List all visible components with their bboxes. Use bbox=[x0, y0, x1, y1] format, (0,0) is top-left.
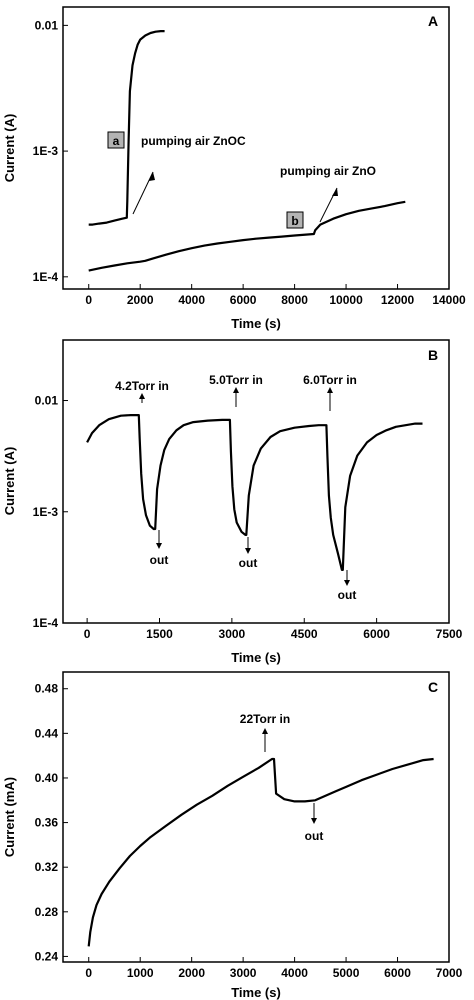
panel-b-frame bbox=[62, 339, 450, 624]
panel-b-x-tick-label: 1500 bbox=[146, 627, 173, 641]
panel-a-x-tick-label: 4000 bbox=[178, 293, 205, 307]
panel-c-x-tick-label: 3000 bbox=[230, 966, 257, 980]
panel-b-y-tick-label: 1E-3 bbox=[33, 505, 59, 519]
panel-c-annotation-22torr-in: 22Torr in bbox=[240, 712, 290, 726]
panel-a-box-a bbox=[107, 131, 125, 149]
panel-c-x-tick-label: 2000 bbox=[178, 966, 205, 980]
panel-c-y-axis-title: Current (mA) bbox=[2, 777, 17, 857]
panel-b-y-tick-label: 0.01 bbox=[35, 394, 59, 408]
panel-b-annotation-6-0torr-in: 6.0Torr in bbox=[303, 373, 357, 387]
panel-b-annotation-out-3: out bbox=[338, 588, 357, 602]
panel-a-arrowhead-a bbox=[149, 172, 155, 181]
panel-b: B Current (A) Time (s) 0 1500 3000 4500 6000… bbox=[2, 339, 463, 665]
panel-b-annotation-out-2: out bbox=[239, 556, 258, 570]
panel-b-x-tick-label: 3000 bbox=[219, 627, 246, 641]
panel-b-axes: 0 1500 3000 4500 6000 7500 1E-4 1E-3 0.01 bbox=[33, 394, 463, 641]
panel-a-arrowhead-b bbox=[332, 188, 338, 196]
panel-c-y-tick-label: 0.48 bbox=[35, 682, 59, 696]
panel-a-x-tick-label: 0 bbox=[85, 293, 92, 307]
panel-a-box-b bbox=[286, 211, 304, 229]
panel-a-annotation-zno-c: pumping air ZnOC bbox=[141, 134, 246, 148]
panel-b-arrowhead-in-3 bbox=[327, 387, 333, 393]
panel-c-frame bbox=[62, 671, 450, 963]
panel-b-x-tick-label: 6000 bbox=[363, 627, 390, 641]
panel-b-x-tick-label: 4500 bbox=[291, 627, 318, 641]
panel-b-annotation-4-2torr-in: 4.2Torr in bbox=[115, 379, 169, 393]
panel-b-annotation-5-0torr-in: 5.0Torr in bbox=[209, 373, 263, 387]
panel-a-axes: 0 2000 4000 6000 8000 10000 12000 14000 1E-4 1E-3… bbox=[33, 18, 466, 307]
panel-a-y-tick-label: 0.01 bbox=[35, 18, 59, 32]
panel-a-x-tick-label: 8000 bbox=[281, 293, 308, 307]
panel-a-series bbox=[88, 30, 406, 272]
panel-b-arrowhead-out-2 bbox=[245, 548, 251, 554]
panel-b-y-axis-title: Current (A) bbox=[2, 447, 17, 516]
panel-a-box-a-label: a bbox=[113, 134, 120, 148]
panel-c-axes: 0 1000 2000 3000 4000 5000 6000 7000 0.24 0.28 0.3… bbox=[35, 682, 463, 980]
panel-c-x-tick-label: 4000 bbox=[281, 966, 308, 980]
panel-c-series-line-1 bbox=[87, 757, 434, 947]
panel-b-x-tick-label: 0 bbox=[84, 627, 91, 641]
panel-a-x-tick-label: 6000 bbox=[230, 293, 257, 307]
panel-a-y-tick-label: 1E-4 bbox=[33, 270, 59, 284]
panel-a-x-axis-title: Time (s) bbox=[231, 316, 281, 331]
panel-b-annotation-out-1: out bbox=[150, 553, 169, 567]
panel-b-arrowhead-in-2 bbox=[233, 387, 239, 393]
panel-a-series-line-1 bbox=[88, 30, 165, 226]
panel-a-x-tick-label: 10000 bbox=[329, 293, 363, 307]
panel-c-y-tick-label: 0.24 bbox=[35, 949, 59, 963]
panel-a-y-tick-label: 1E-3 bbox=[33, 144, 59, 158]
panel-c-y-tick-label: 0.32 bbox=[35, 860, 59, 874]
panel-c: C Current (mA) Time (s) 0 1000 2000 3000 400… bbox=[2, 671, 463, 1000]
panel-c-x-axis-title: Time (s) bbox=[231, 985, 281, 1000]
panel-c-x-tick-label: 6000 bbox=[384, 966, 411, 980]
panel-b-series bbox=[86, 414, 423, 572]
panel-c-series bbox=[87, 757, 434, 947]
panel-a-letter: A bbox=[428, 13, 438, 29]
panel-c-x-tick-label: 0 bbox=[85, 966, 92, 980]
panel-a-y-axis-title: Current (A) bbox=[2, 114, 17, 183]
panel-c-x-tick-label: 5000 bbox=[333, 966, 360, 980]
panel-a-x-tick-label: 2000 bbox=[127, 293, 154, 307]
panel-b-arrowhead-out-3 bbox=[344, 580, 350, 586]
panel-a-annotation-zno: pumping air ZnO bbox=[280, 164, 376, 178]
panel-b-y-tick-label: 1E-4 bbox=[33, 616, 59, 630]
panel-b-x-axis-title: Time (s) bbox=[231, 650, 281, 665]
panel-c-y-tick-label: 0.36 bbox=[35, 816, 59, 830]
panel-b-x-tick-label: 7500 bbox=[436, 627, 463, 641]
panel-c-arrowhead-in bbox=[262, 728, 268, 734]
panel-a-x-tick-label: 12000 bbox=[381, 293, 415, 307]
panel-b-arrowhead-in-1 bbox=[139, 393, 145, 399]
panel-b-arrowhead-out-1 bbox=[156, 543, 162, 549]
panel-c-letter: C bbox=[428, 679, 438, 695]
panel-c-y-tick-label: 0.28 bbox=[35, 905, 59, 919]
panel-a-frame bbox=[62, 6, 450, 290]
panel-c-x-tick-label: 1000 bbox=[127, 966, 154, 980]
panel-a-arrow-a bbox=[132, 171, 154, 215]
panel-c-y-tick-label: 0.40 bbox=[35, 771, 59, 785]
panel-b-letter: B bbox=[428, 347, 438, 363]
panel-c-arrowhead-out bbox=[311, 818, 317, 824]
panel-c-y-tick-label: 0.44 bbox=[35, 726, 59, 740]
panel-a-series-line-2 bbox=[88, 200, 406, 272]
panel-a: A Current (A) Time (s) 0 2000 4000 6000 8000… bbox=[2, 6, 466, 331]
panel-c-x-tick-label: 7000 bbox=[436, 966, 463, 980]
panel-a-x-tick-label: 14000 bbox=[432, 293, 466, 307]
panel-b-series-line-1 bbox=[86, 414, 423, 572]
panel-c-annotation-out: out bbox=[305, 829, 324, 843]
panel-a-box-b-label: b bbox=[291, 214, 298, 228]
